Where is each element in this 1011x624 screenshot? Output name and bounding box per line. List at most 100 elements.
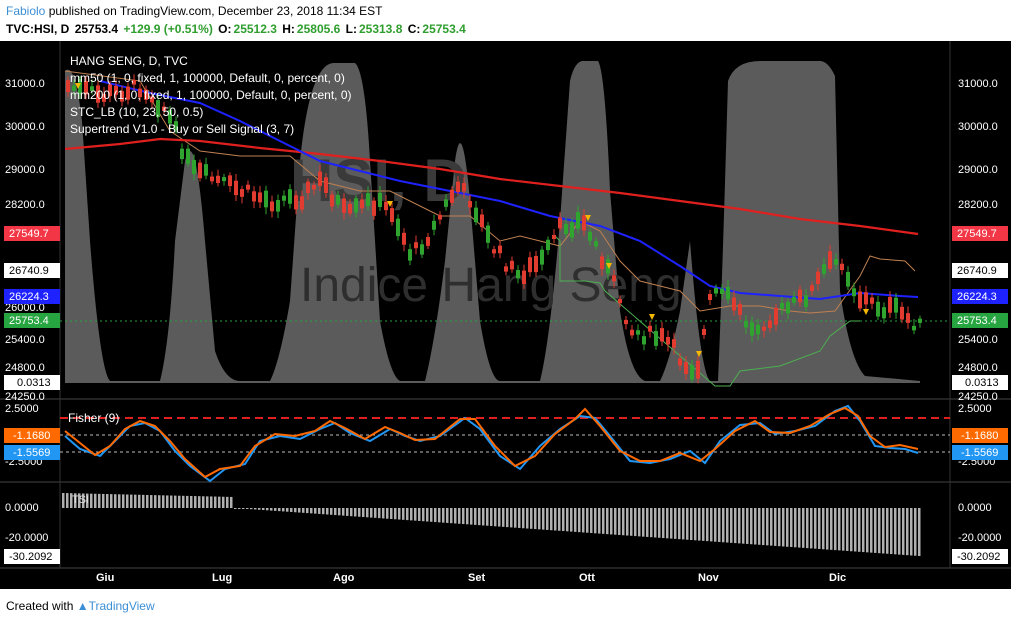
candle-body [360,199,364,209]
histogram-tag [4,549,60,564]
histogram-bar [510,508,513,528]
candle-body [576,212,580,229]
candle-body [198,162,202,179]
histogram-tag-text: -30.2092 [957,551,1000,563]
histogram-bar [382,508,385,519]
histogram-bar [106,494,109,508]
candle-body [258,192,262,203]
histogram-bar [398,508,401,520]
histogram-bar [462,508,465,525]
close-value: 25753.4 [422,22,466,36]
fisher-legend[interactable]: Fisher (9) [68,411,119,425]
histogram-bar [590,508,593,534]
candle-body [342,198,346,213]
histogram-legend[interactable]: TSI [72,494,89,506]
candle-body [222,177,226,182]
candle-body [804,295,808,307]
histogram-bar [414,508,417,521]
candle-body [162,106,166,111]
histogram-bar [102,493,105,508]
histogram-bar [822,508,825,550]
candle-body [828,251,832,269]
histogram-bar [546,508,549,530]
candle-body [174,121,178,131]
candle-body [378,192,382,207]
chart-canvas[interactable]: HSI, D Indice Hang Seng HANG SENG, D, TV… [0,41,1011,589]
legend-stc[interactable]: STC_LB (10, 23, 50, 0.5) [70,105,203,119]
histogram-bar [526,508,529,529]
candle-body [918,318,922,323]
fisher-tag-text: -1.1680 [13,430,50,442]
histogram-bar [170,495,173,508]
histogram-bar [390,508,393,519]
symbol-label: TVC:HSI, D [6,22,70,36]
candle-body [72,85,76,91]
fisher-tag [4,428,60,443]
histogram-bar [902,508,905,555]
histogram-bar [122,494,125,508]
histogram-bar [470,508,473,525]
histogram-bar [594,508,597,534]
time-label: Giu [96,572,114,584]
histogram-bar [598,508,601,534]
histogram-bar [574,508,577,532]
histogram-bar [266,508,269,511]
candle-body [234,180,238,196]
tradingview-link[interactable]: TradingView [88,599,155,613]
histogram-bar [154,495,157,508]
candle-body [90,86,94,91]
legend-ma50[interactable]: mm50 (1, 0, fixed, 1, 100000, Default, 0… [70,71,345,85]
histogram-bar [206,496,209,508]
histogram-bar [662,508,665,539]
legend-title[interactable]: HANG SENG, D, TVC [70,54,188,68]
histogram-bar [606,508,609,535]
histogram-bar [330,508,333,515]
watermark-name: Indice Hang Seng [300,259,682,312]
candle-body [84,81,88,95]
author-link[interactable]: Fabiolo [6,4,46,18]
candle-body [558,217,562,229]
candle-body [276,199,280,212]
histogram-bar [874,508,877,553]
histogram-bar [230,496,233,508]
histogram-bar [430,508,433,522]
histogram-bar [314,508,317,514]
histogram-bar [566,508,569,532]
price-axis-left[interactable]: 31000.0 30000.0 29000.0 28200.0 26000.0 … [5,78,45,403]
candle-body [876,301,880,317]
ma50-tag [4,289,60,304]
candle-body [66,80,70,93]
ma200-line [64,137,919,236]
price-axis-right[interactable]: 31000.0 30000.0 29000.0 28200.0 25400.0 … [958,78,998,403]
histogram-bar [846,508,849,551]
candle-body [390,208,394,223]
candle-body [666,337,670,345]
legend-ma200[interactable]: mm200 (1, 0, fixed, 1, 100000, Default, … [70,88,352,102]
legend-supertrend[interactable]: Supertrend V1.0 - Buy or Sell Signal (3,… [70,122,294,136]
histogram-bar [478,508,481,526]
histogram-bar [782,508,785,547]
time-axis[interactable]: Giu Lug Ago Set Ott Nov Dic [96,572,846,584]
histogram-tick: -20.0000 [958,532,1001,544]
histogram-bar [270,508,273,511]
candle-body [264,190,268,208]
histogram-bar [494,508,497,527]
fisher-pane[interactable]: Fisher (9) 2.5000 -2.5000 2.5000 -2.5000… [4,403,1008,483]
candle-body [768,320,772,329]
fisher-tag [952,428,1008,443]
histogram-pane[interactable]: TSI 0.0000 -20.0000 0.0000 -20.0000 -30.… [4,493,1008,564]
stop-tag-text: 26740.9 [9,265,49,277]
candle-body [240,189,244,197]
histogram-bar [442,508,445,523]
chart-svg[interactable]: HSI, D Indice Hang Seng HANG SENG, D, TV… [0,41,1011,589]
candle-body [894,297,898,313]
histogram-bar [734,508,737,544]
histogram-bar [346,508,349,516]
histogram-bar [426,508,429,522]
candle-body [702,328,706,336]
ma50-tag [952,289,1008,304]
histogram-bar [830,508,833,550]
candle-body [252,191,256,202]
histogram-bar [502,508,505,527]
histogram-bar [610,508,613,535]
